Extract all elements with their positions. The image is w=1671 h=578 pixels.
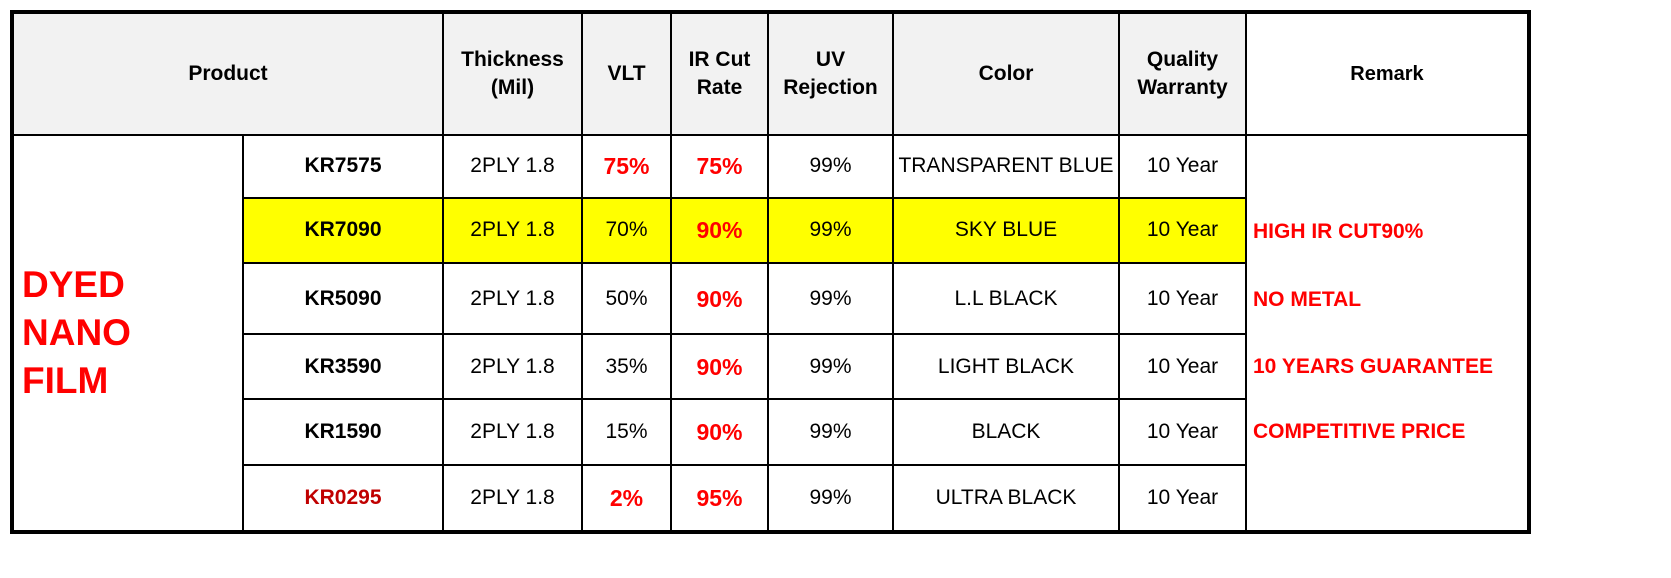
header-warranty: Quality Warranty	[1118, 11, 1247, 136]
header-product: Product	[11, 11, 444, 136]
color-value: L.L BLACK	[892, 261, 1120, 336]
color-value: SKY BLUE	[892, 196, 1120, 264]
category-line-3: FILM	[22, 360, 109, 401]
remark-item: NO METAL	[1253, 288, 1362, 311]
header-color-label: Color	[978, 62, 1034, 85]
product-category: DYED NANO FILM	[11, 134, 244, 533]
warranty-value: 10 Year	[1118, 134, 1247, 199]
warranty-value: 10 Year	[1118, 398, 1247, 467]
table-row: KR1590 2PLY 1.8 15% 90% 99% BLACK 10 Yea…	[12, 398, 1529, 467]
uv-value: 99%	[767, 196, 894, 264]
thickness-value: 2PLY 1.8	[442, 398, 583, 467]
table-row: DYED NANO FILM KR7575 2PLY 1.8 75% 75% 9…	[11, 134, 1530, 533]
header-product-label: Product	[188, 62, 268, 85]
header-thickness: Thickness (Mil)	[442, 11, 583, 136]
remark-item: 10 YEARS GUARANTEE	[1253, 355, 1494, 378]
color-value: TRANSPARENT BLUE	[892, 134, 1120, 199]
product-code: KR7575	[242, 134, 444, 199]
header-vlt: VLT	[581, 11, 672, 136]
header-thickness-line2: (Mil)	[490, 76, 535, 99]
product-code: KR0295	[242, 464, 444, 533]
table-row-highlighted: KR7090 2PLY 1.8 70% 90% 99% SKY BLUE 10 …	[12, 196, 1529, 264]
ircut-value: 90%	[670, 196, 769, 264]
ircut-value: 95%	[670, 464, 769, 533]
uv-value: 99%	[767, 261, 894, 336]
vlt-value: 70%	[581, 196, 672, 264]
table-row: KR0295 2PLY 1.8 2% 95% 99% ULTRA BLACK 1…	[12, 464, 1529, 533]
thickness-value: 2PLY 1.8	[442, 333, 583, 401]
product-code: KR3590	[242, 333, 444, 401]
vlt-value: 2%	[581, 464, 672, 533]
color-value: BLACK	[892, 398, 1120, 467]
color-value: LIGHT BLACK	[892, 333, 1120, 401]
table-row: KR5090 2PLY 1.8 50% 90% 99% L.L BLACK 10…	[12, 261, 1529, 336]
header-ircut-line2: Rate	[696, 76, 743, 99]
ircut-value: 90%	[670, 398, 769, 467]
ircut-value: 90%	[670, 333, 769, 401]
warranty-value: 10 Year	[1118, 464, 1247, 533]
header-ircut: IR Cut Rate	[670, 11, 769, 136]
header-warranty-line1: Quality	[1146, 48, 1219, 71]
vlt-value: 50%	[581, 261, 672, 336]
remarks-list: HIGH IR CUT90% NO METAL 10 YEARS GUARANT…	[1247, 136, 1527, 530]
ircut-value: 90%	[670, 261, 769, 336]
header-warranty-line2: Warranty	[1137, 76, 1228, 99]
remarks-cell: HIGH IR CUT90% NO METAL 10 YEARS GUARANT…	[1245, 134, 1530, 533]
uv-value: 99%	[767, 333, 894, 401]
table-row: KR3590 2PLY 1.8 35% 90% 99% LIGHT BLACK …	[12, 333, 1529, 401]
thickness-value: 2PLY 1.8	[442, 134, 583, 199]
thickness-value: 2PLY 1.8	[442, 261, 583, 336]
remark-item: COMPETITIVE PRICE	[1253, 420, 1466, 443]
header-uv-line1: UV	[815, 48, 846, 71]
header-ircut-line1: IR Cut	[688, 48, 751, 71]
category-line-2: NANO	[22, 312, 131, 353]
warranty-value: 10 Year	[1118, 261, 1247, 336]
vlt-value: 15%	[581, 398, 672, 467]
header-remark: Remark	[1245, 11, 1530, 136]
product-code: KR5090	[242, 261, 444, 336]
header-uv-line2: Rejection	[783, 76, 878, 99]
uv-value: 99%	[767, 134, 894, 199]
warranty-value: 10 Year	[1118, 196, 1247, 264]
thickness-value: 2PLY 1.8	[442, 464, 583, 533]
header-uv: UV Rejection	[767, 11, 894, 136]
uv-value: 99%	[767, 398, 894, 467]
header-vlt-label: VLT	[607, 62, 646, 85]
thickness-value: 2PLY 1.8	[442, 196, 583, 264]
vlt-value: 35%	[581, 333, 672, 401]
header-row: Product Thickness (Mil) VLT IR Cut Rate UV…	[11, 11, 1530, 136]
uv-value: 99%	[767, 464, 894, 533]
category-line-1: DYED	[22, 264, 125, 305]
header-remark-label: Remark	[1350, 63, 1424, 85]
color-value: ULTRA BLACK	[892, 464, 1120, 533]
header-thickness-line1: Thickness	[461, 48, 564, 71]
product-code: KR1590	[242, 398, 444, 467]
remark-item: HIGH IR CUT90%	[1253, 220, 1424, 243]
ircut-value: 75%	[670, 134, 769, 199]
product-spec-table: Product Thickness (Mil) VLT IR Cut Rate UV…	[10, 10, 1531, 534]
header-color: Color	[892, 11, 1120, 136]
vlt-value: 75%	[581, 134, 672, 199]
warranty-value: 10 Year	[1118, 333, 1247, 401]
product-code: KR7090	[242, 196, 444, 264]
